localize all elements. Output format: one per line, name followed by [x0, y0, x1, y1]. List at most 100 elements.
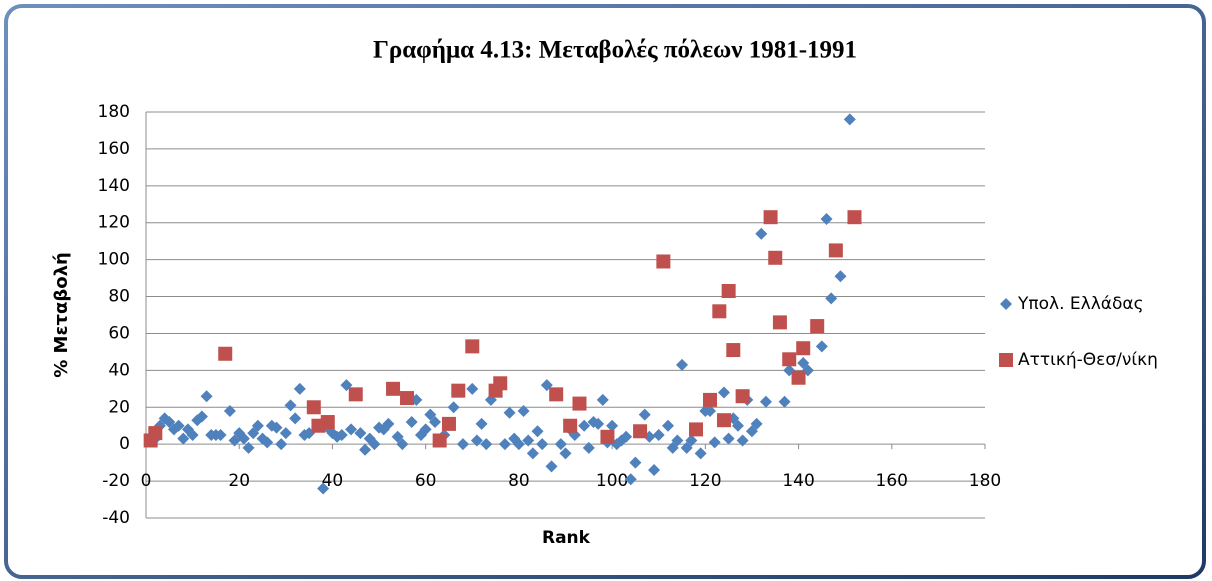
point	[843, 113, 856, 126]
point	[606, 419, 619, 432]
point	[447, 401, 460, 414]
point	[736, 434, 749, 447]
point	[572, 396, 587, 411]
y-tick-label: -20	[102, 471, 130, 491]
y-tick-label: -40	[102, 508, 130, 528]
point	[782, 352, 797, 367]
point	[354, 427, 367, 440]
point	[428, 416, 441, 429]
point	[652, 428, 665, 441]
point	[475, 417, 488, 430]
y-tick-label: 80	[108, 287, 130, 307]
point	[735, 389, 750, 404]
legend-label: Αττική-Θεσ/νίκη	[1018, 350, 1158, 370]
point	[251, 419, 264, 432]
point	[638, 408, 651, 421]
point	[717, 386, 730, 399]
point	[726, 343, 741, 358]
point	[317, 482, 330, 495]
point	[223, 404, 236, 417]
point	[721, 284, 736, 299]
point	[465, 339, 480, 354]
point	[712, 304, 727, 319]
point	[480, 438, 493, 451]
point	[186, 428, 199, 441]
y-tick-label: 20	[108, 397, 130, 417]
point	[242, 441, 255, 454]
point	[177, 432, 190, 445]
point	[554, 438, 567, 451]
point	[810, 319, 825, 334]
point	[148, 426, 163, 441]
point	[582, 441, 595, 454]
point	[759, 395, 772, 408]
y-axis-label: % Μεταβολή	[51, 252, 72, 378]
x-tick-label: 120	[689, 471, 721, 491]
legend-label: Υπολ. Ελλάδας	[1017, 294, 1144, 314]
point	[592, 417, 605, 430]
point	[820, 213, 833, 226]
point	[656, 254, 671, 269]
x-tick-label: 180	[969, 471, 1001, 491]
point	[685, 434, 698, 447]
point	[293, 382, 306, 395]
point	[335, 428, 348, 441]
y-tick-label: 160	[98, 139, 130, 159]
point	[796, 341, 811, 356]
point	[716, 413, 731, 428]
point	[694, 447, 707, 460]
point	[345, 423, 358, 436]
point	[629, 456, 642, 469]
point	[745, 425, 758, 438]
point	[600, 429, 615, 444]
x-tick-label: 20	[228, 471, 250, 491]
point	[275, 438, 288, 451]
point	[731, 419, 744, 432]
point	[828, 243, 843, 258]
point	[797, 356, 810, 369]
point	[559, 447, 572, 460]
point	[671, 434, 684, 447]
x-tick-label: 60	[415, 471, 437, 491]
point	[680, 441, 693, 454]
point	[763, 210, 778, 225]
point	[466, 382, 479, 395]
point	[517, 404, 530, 417]
point	[247, 427, 260, 440]
point	[847, 210, 862, 225]
point	[306, 400, 321, 415]
point	[386, 381, 401, 396]
point	[791, 370, 806, 385]
y-tick-label: 180	[98, 102, 130, 122]
point	[396, 438, 409, 451]
point	[624, 473, 637, 486]
point	[218, 346, 233, 361]
point	[778, 395, 791, 408]
point	[419, 423, 432, 436]
point	[702, 392, 717, 407]
point	[755, 227, 768, 240]
point	[662, 419, 675, 432]
point	[522, 434, 535, 447]
point	[503, 406, 516, 419]
x-tick-label: 140	[782, 471, 814, 491]
point	[545, 460, 558, 473]
point	[648, 464, 661, 477]
point	[493, 376, 508, 391]
chart-frame	[4, 4, 1206, 579]
point	[596, 393, 609, 406]
point	[722, 432, 735, 445]
point	[470, 434, 483, 447]
legend-marker	[1000, 298, 1012, 310]
y-tick-label: 120	[98, 213, 130, 233]
point	[772, 315, 787, 330]
point	[405, 416, 418, 429]
x-axis-label: Rank	[542, 528, 591, 548]
point	[768, 250, 783, 265]
point	[348, 387, 363, 402]
x-tick-label: 100	[596, 471, 628, 491]
point	[172, 419, 185, 432]
y-tick-label: 40	[108, 360, 130, 380]
point	[228, 434, 241, 447]
point	[620, 430, 633, 443]
